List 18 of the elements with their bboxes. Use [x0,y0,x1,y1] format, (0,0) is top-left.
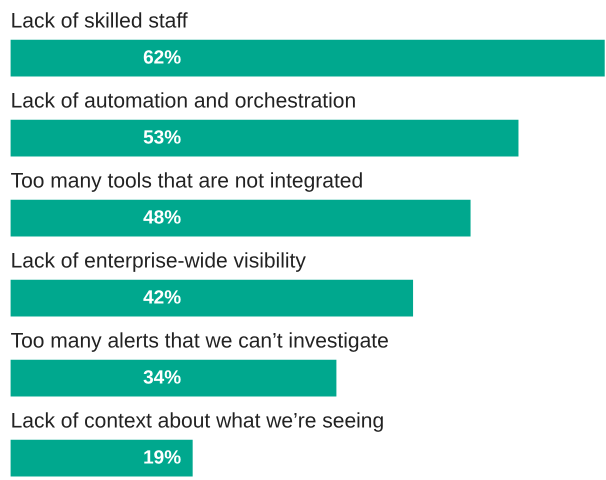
bar [10,440,193,476]
bar [10,280,414,316]
bar [10,40,605,76]
data-label: 19% [143,448,182,469]
y-tick-label: Too many tools that are not integrated [10,170,364,192]
y-tick-label: Lack of enterprise-wide visibility [10,250,306,272]
data-label: 62% [143,48,182,69]
y-tick-label: Too many alerts that we can’t investigate [10,330,389,352]
data-label: 48% [143,208,182,229]
bar [10,200,471,236]
y-tick-label: Lack of skilled staff [10,10,188,32]
data-label: 34% [143,368,182,389]
bar [10,120,518,156]
data-label: 53% [143,128,182,149]
data-label: 42% [143,288,182,309]
y-tick-label: Lack of automation and orchestration [10,90,356,112]
y-tick-label: Lack of context about what we’re seeing [10,410,384,432]
bar [10,360,336,396]
